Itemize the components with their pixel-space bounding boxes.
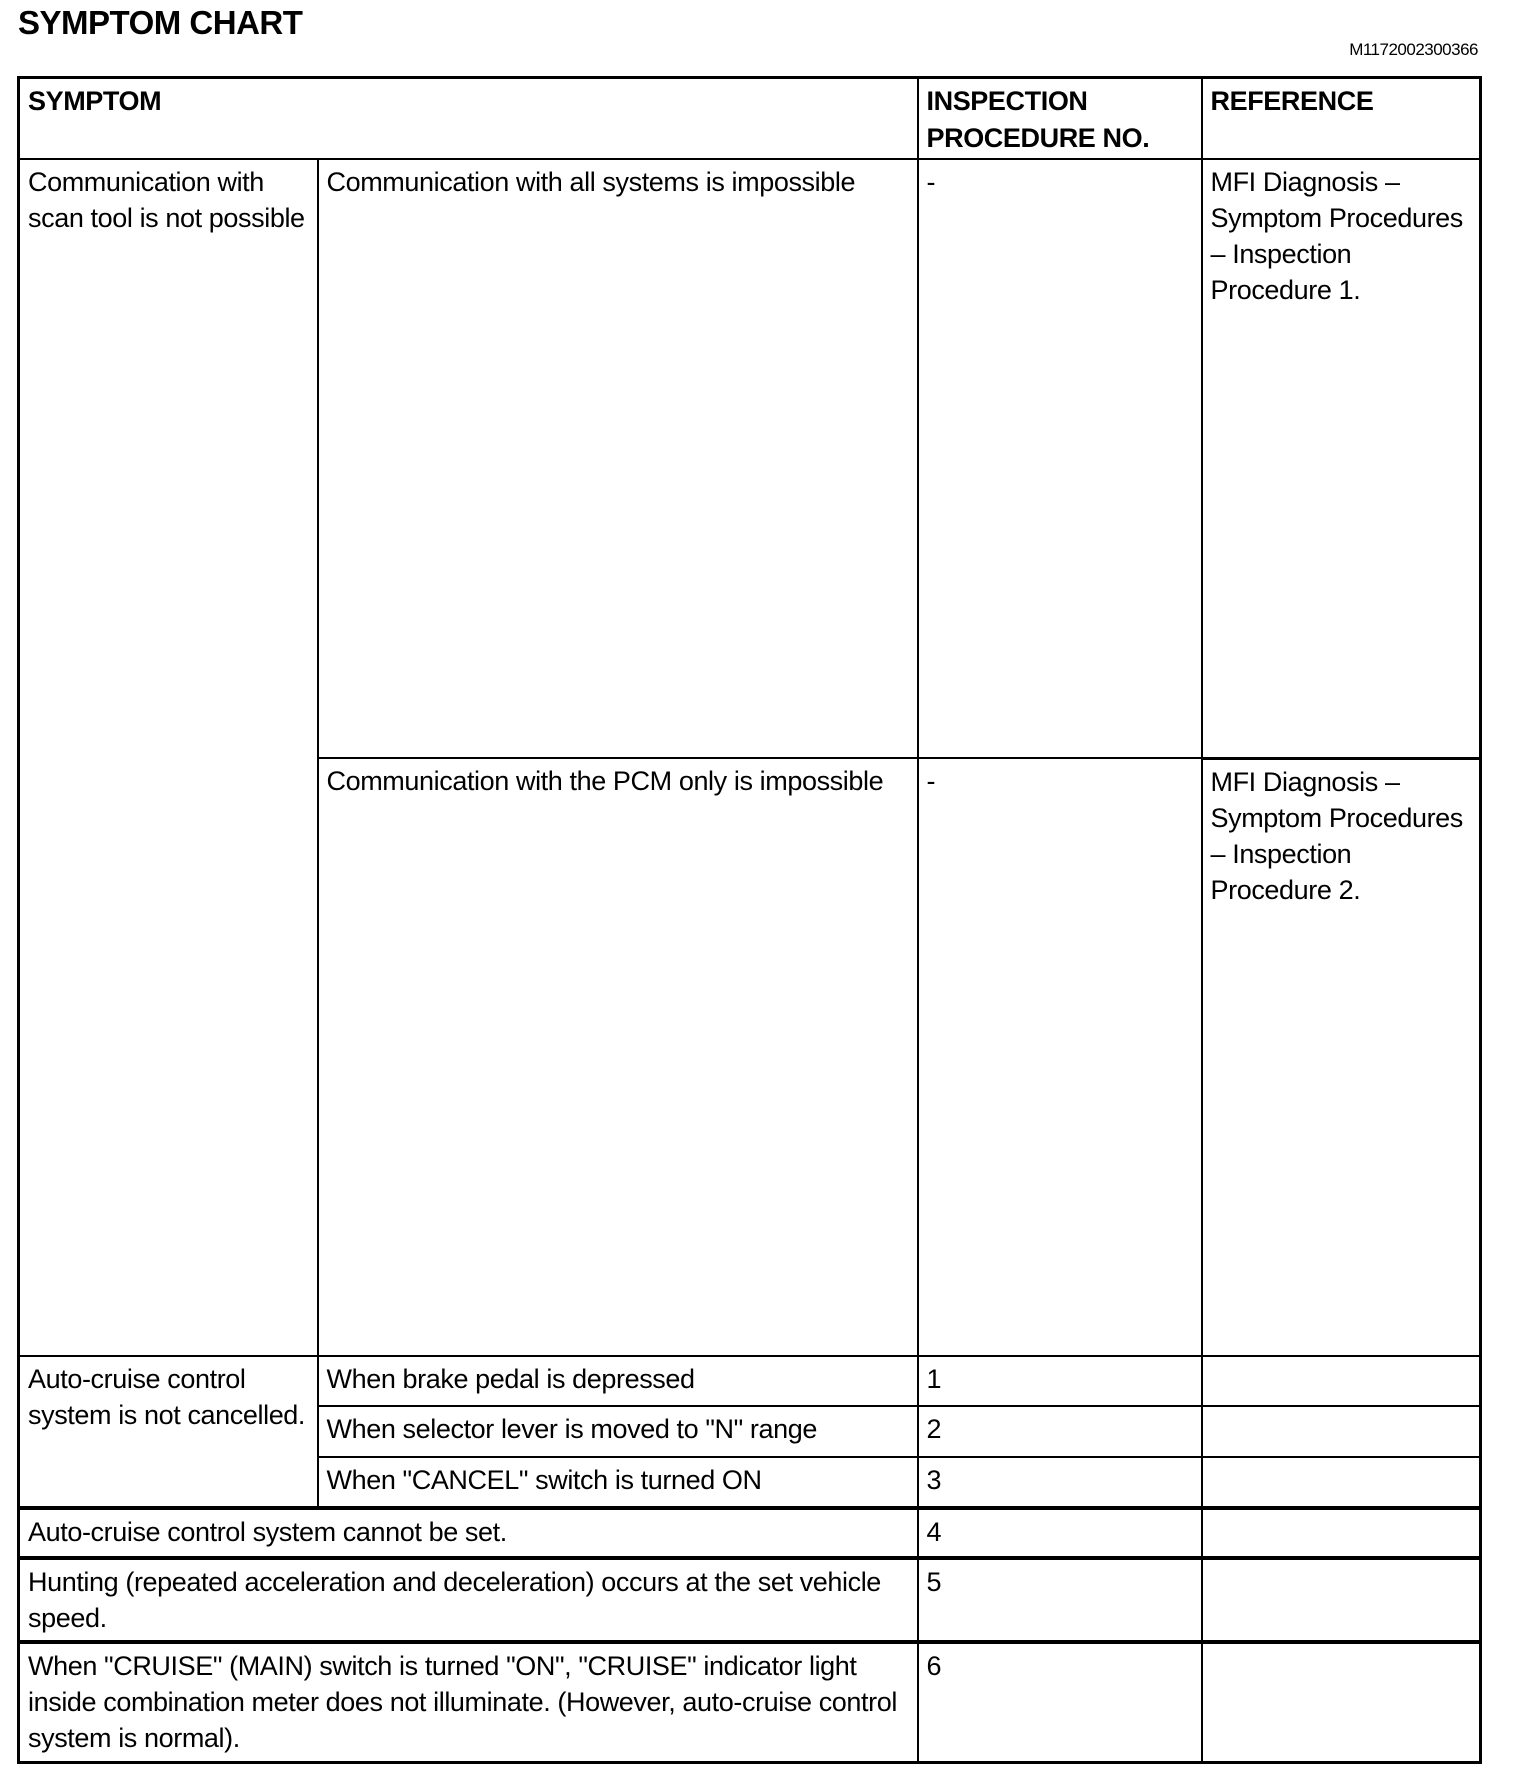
symptom-cell: Hunting (repeated acceleration and decel… <box>17 1556 919 1643</box>
reference-cell <box>1200 1355 1482 1407</box>
table-row: When "CANCEL" switch is turned ON 3 <box>19 1456 1482 1509</box>
condition-cell: When "CANCEL" switch is turned ON <box>316 1456 919 1509</box>
procedure-cell: 3 <box>916 1456 1203 1509</box>
condition-cell: Communication with the PCM only is impos… <box>316 757 919 1357</box>
procedure-cell: 2 <box>916 1405 1203 1458</box>
procedure-cell: - <box>916 158 1203 759</box>
reference-cell <box>1200 1556 1482 1643</box>
table-row: Auto-cruise control system is not cancel… <box>17 1355 1482 1509</box>
reference-cell <box>1200 1405 1482 1458</box>
page-title: SYMPTOM CHART <box>18 4 303 41</box>
reference-cell <box>1200 1456 1482 1509</box>
table-row: Auto-cruise control system cannot be set… <box>17 1506 1482 1559</box>
reference-cell <box>1200 1506 1482 1559</box>
table-row: When "CRUISE" (MAIN) switch is turned "O… <box>17 1640 1482 1763</box>
procedure-cell: - <box>916 757 1203 1357</box>
table-row: Communication with scan tool is not poss… <box>17 158 1482 1357</box>
reference-cell <box>1200 1640 1482 1763</box>
header-row: SYMPTOM INSPECTION PROCEDURE NO. REFEREN… <box>17 76 1482 160</box>
symptom-cell: Communication with scan tool is not poss… <box>17 158 319 1357</box>
symptom-cell: When "CRUISE" (MAIN) switch is turned "O… <box>17 1640 919 1763</box>
symptom-cell: Auto-cruise control system is not cancel… <box>17 1355 319 1509</box>
table-row: Communication with the PCM only is impos… <box>19 757 1482 1357</box>
condition-cell: Communication with all systems is imposs… <box>316 158 919 759</box>
reference-cell: MFI Diagnosis – Symptom Procedures – Ins… <box>1200 757 1482 1357</box>
condition-cell: When brake pedal is depressed <box>316 1355 919 1407</box>
procedure-cell: 1 <box>916 1355 1203 1407</box>
procedure-cell: 5 <box>916 1556 1203 1643</box>
symptom-cell: Auto-cruise control system cannot be set… <box>17 1506 919 1559</box>
table-row: Hunting (repeated acceleration and decel… <box>17 1556 1482 1643</box>
header-reference: REFERENCE <box>1200 76 1482 160</box>
symptom-chart-table: SYMPTOM INSPECTION PROCEDURE NO. REFEREN… <box>17 76 1482 1764</box>
table-row: When selector lever is moved to "N" rang… <box>19 1405 1482 1458</box>
procedure-cell: 6 <box>916 1640 1203 1763</box>
reference-cell: MFI Diagnosis – Symptom Procedures – Ins… <box>1200 158 1482 760</box>
procedure-cell: 4 <box>916 1506 1203 1559</box>
header-inspection: INSPECTION PROCEDURE NO. <box>916 76 1203 160</box>
header-symptom: SYMPTOM <box>17 76 919 160</box>
document-id: M1172002300366 <box>1349 40 1478 59</box>
condition-cell: When selector lever is moved to "N" rang… <box>316 1405 919 1458</box>
